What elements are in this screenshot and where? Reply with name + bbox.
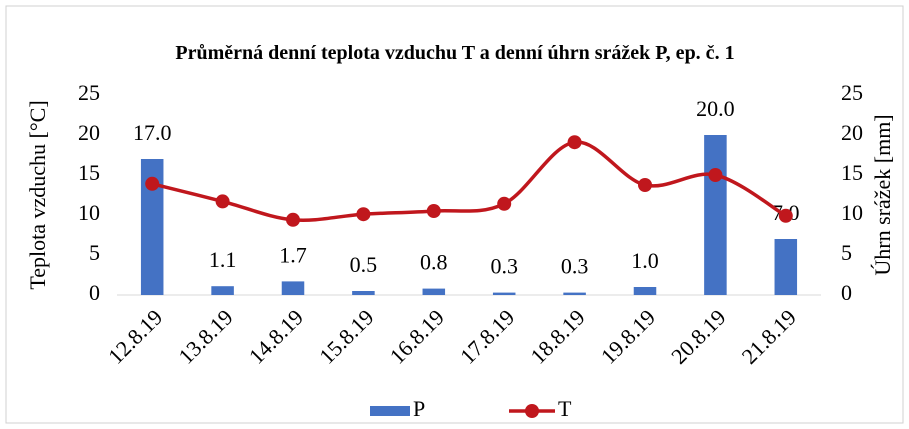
y2-axis-label: Úhrn srážek [mm] — [870, 114, 895, 275]
y2-tick-label: 20 — [841, 120, 863, 145]
line-marker — [215, 194, 230, 209]
y-tick-label: 0 — [89, 280, 100, 305]
line-marker — [356, 207, 371, 222]
data-label: 17.0 — [133, 120, 172, 145]
bar — [211, 286, 234, 295]
legend-swatch — [370, 406, 410, 416]
bar — [422, 288, 446, 295]
line-marker — [567, 135, 582, 150]
bar — [633, 287, 657, 295]
line-marker — [778, 208, 793, 223]
y-tick-label: 25 — [78, 80, 100, 105]
data-label: 1.0 — [631, 248, 659, 273]
legend-marker — [525, 404, 539, 418]
data-label: 0.3 — [561, 254, 589, 279]
y2-tick-label: 5 — [841, 240, 852, 265]
data-label: 0.8 — [420, 250, 448, 275]
y2-tick-label: 0 — [841, 280, 852, 305]
y-tick-label: 20 — [78, 120, 100, 145]
bar — [352, 291, 375, 295]
y-tick-label: 10 — [78, 200, 100, 225]
chart-title: Průměrná denní teplota vzduchu T a denní… — [175, 42, 735, 64]
line-marker — [708, 168, 723, 182]
line-marker — [286, 212, 300, 227]
y2-tick-label: 10 — [841, 200, 863, 225]
line-marker — [145, 176, 160, 191]
y-tick-label: 5 — [89, 240, 100, 265]
data-label: 0.5 — [350, 252, 378, 277]
data-label: 1.1 — [209, 247, 237, 272]
bar — [492, 292, 516, 295]
line-marker — [497, 196, 512, 211]
legend-label: T — [558, 396, 572, 421]
bar — [704, 135, 727, 295]
y-tick-label: 15 — [78, 160, 100, 185]
legend-label: P — [413, 396, 425, 421]
line — [151, 140, 787, 222]
bar — [563, 292, 586, 295]
y-axis-label: Teplota vzduchu [°C] — [25, 100, 50, 289]
line-marker — [426, 204, 441, 218]
line-marker — [638, 178, 652, 192]
data-label: 1.7 — [279, 242, 307, 267]
bar — [774, 239, 798, 295]
y2-tick-label: 25 — [841, 80, 863, 105]
y2-tick-label: 15 — [841, 160, 863, 185]
data-label: 0.3 — [490, 254, 518, 279]
data-label: 20.0 — [696, 96, 735, 121]
bar — [140, 159, 164, 295]
bar — [281, 281, 305, 295]
